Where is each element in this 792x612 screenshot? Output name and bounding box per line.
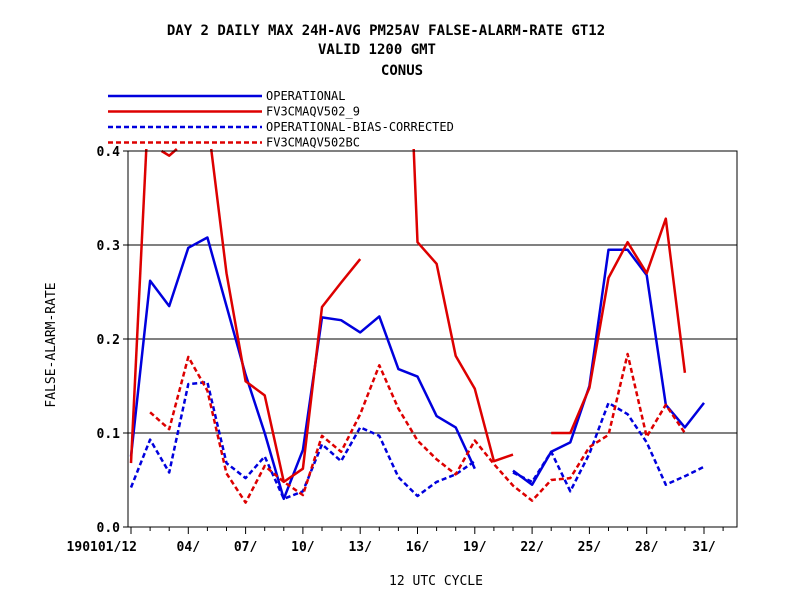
gridlines	[128, 150, 737, 434]
y-axis-label: FALSE-ALARM-RATE	[44, 282, 59, 407]
series-1-line-2	[209, 148, 362, 484]
x-tick-label-6: 19/	[463, 540, 487, 555]
title-line-3: CONUS	[381, 63, 423, 79]
series-0	[129, 236, 705, 501]
x-tick-label-4: 13/	[348, 540, 372, 555]
x-axis-label: 12 UTC CYCLE	[389, 574, 483, 589]
x-tick-label-7: 22/	[520, 540, 544, 555]
y-tick-label-4: 0.4	[97, 145, 121, 160]
legend-label-2: OPERATIONAL-BIAS-CORRECTED	[266, 120, 454, 134]
x-tick-label-3: 10/	[291, 540, 315, 555]
title-line-2: VALID 1200 GMT	[318, 42, 436, 58]
y-tick-label-2: 0.2	[97, 333, 120, 348]
series-1-line-0	[129, 148, 148, 464]
legend-label-1: FV3CMAQV502_9	[266, 105, 360, 119]
series-2	[129, 380, 705, 501]
legend: OPERATIONAL FV3CMAQV502_9OPERATIONAL-BIAS…	[108, 89, 454, 150]
x-axis: 190101/12 04/07/10/13/16/19/22/25/28/31/	[67, 527, 724, 555]
series-2-line-0	[129, 380, 476, 501]
x-tick-label-2: 07/	[234, 540, 258, 555]
y-axis: 0.0 0.1 0.2 0.3 0.4	[97, 145, 128, 536]
x-tick-label-10: 31/	[692, 540, 716, 555]
x-tick-label-8: 25/	[578, 540, 602, 555]
legend-label-3: FV3CMAQV502BC	[266, 136, 360, 150]
series-1-line-3	[412, 148, 514, 463]
chart-title: DAY 2 DAILY MAX 24H-AVG PM25AV FALSE-ALA…	[167, 23, 605, 79]
series-1-line-1	[160, 148, 178, 157]
series-1	[129, 148, 687, 484]
y-tick-label-3: 0.3	[97, 239, 120, 254]
legend-label-0: OPERATIONAL	[266, 89, 345, 103]
title-line-1: DAY 2 DAILY MAX 24H-AVG PM25AV FALSE-ALA…	[167, 23, 605, 39]
series-1-line-4	[551, 217, 687, 435]
x-tick-label-9: 28/	[635, 540, 659, 555]
x-tick-label-0: 190101/12	[67, 540, 137, 555]
series-2-line-1	[512, 401, 705, 493]
y-tick-label-1: 0.1	[97, 427, 121, 442]
x-tick-label-1: 04/	[177, 540, 201, 555]
x-tick-label-5: 16/	[406, 540, 430, 555]
plot-series	[129, 148, 705, 504]
series-0-line-0	[129, 236, 476, 501]
y-tick-label-0: 0.0	[97, 521, 121, 536]
